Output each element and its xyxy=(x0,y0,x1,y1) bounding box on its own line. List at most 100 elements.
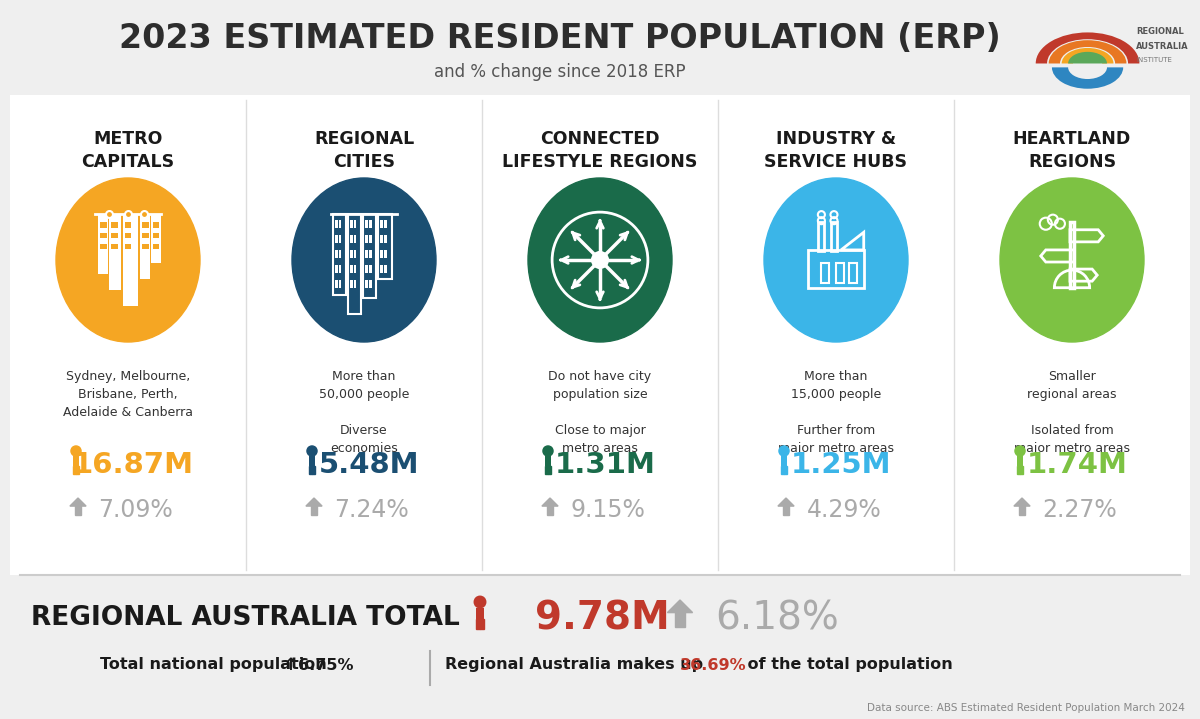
Text: 16.87M: 16.87M xyxy=(72,451,193,479)
Bar xyxy=(384,219,386,228)
Ellipse shape xyxy=(528,178,672,342)
Text: 1.31M: 1.31M xyxy=(554,451,655,479)
Text: AUSTRALIA: AUSTRALIA xyxy=(1136,42,1189,50)
Bar xyxy=(156,244,160,249)
Bar xyxy=(308,466,312,475)
Bar xyxy=(547,505,553,515)
Bar xyxy=(836,262,844,283)
Bar xyxy=(348,214,361,314)
Bar xyxy=(384,249,386,258)
Bar xyxy=(821,262,829,283)
Bar xyxy=(103,222,107,228)
Bar xyxy=(338,249,341,258)
Text: ↑: ↑ xyxy=(284,656,298,674)
Text: 1.25M: 1.25M xyxy=(791,451,892,479)
Bar xyxy=(354,219,356,228)
Bar xyxy=(380,265,383,273)
Circle shape xyxy=(474,596,486,608)
Bar xyxy=(114,233,118,239)
Bar xyxy=(350,265,353,273)
Bar xyxy=(368,219,372,228)
Bar xyxy=(98,214,108,273)
Bar xyxy=(365,265,367,273)
Bar xyxy=(112,244,114,249)
Polygon shape xyxy=(667,600,692,613)
Ellipse shape xyxy=(1000,178,1144,342)
Text: 9.15%: 9.15% xyxy=(570,498,646,522)
Bar xyxy=(384,265,386,273)
Bar xyxy=(128,233,131,239)
Bar xyxy=(332,214,346,295)
FancyBboxPatch shape xyxy=(308,456,316,466)
Bar xyxy=(548,466,551,475)
Text: More than
50,000 people

Diverse
economies: More than 50,000 people Diverse economie… xyxy=(319,370,409,455)
Text: 36.69%: 36.69% xyxy=(680,657,746,672)
Text: 6.18%: 6.18% xyxy=(715,599,839,637)
Bar xyxy=(335,249,337,258)
Text: More than
15,000 people

Further from
major metro areas: More than 15,000 people Further from maj… xyxy=(778,370,894,455)
Bar xyxy=(785,466,787,475)
Polygon shape xyxy=(70,498,86,506)
Bar xyxy=(362,214,377,298)
Bar xyxy=(378,214,391,279)
Text: and % change since 2018 ERP: and % change since 2018 ERP xyxy=(434,63,686,81)
Wedge shape xyxy=(1036,32,1140,63)
FancyBboxPatch shape xyxy=(781,456,787,466)
Text: INSTITUTE: INSTITUTE xyxy=(1136,57,1172,63)
Text: Total national population: Total national population xyxy=(100,657,332,672)
Bar xyxy=(335,219,337,228)
Text: HEARTLAND
REGIONS: HEARTLAND REGIONS xyxy=(1013,130,1132,171)
Bar xyxy=(1016,466,1020,475)
Polygon shape xyxy=(1014,498,1030,506)
Text: 6.75%: 6.75% xyxy=(298,657,354,672)
Bar xyxy=(311,505,317,515)
Bar xyxy=(152,222,156,228)
Wedge shape xyxy=(1068,52,1108,63)
Bar xyxy=(480,619,484,628)
Bar xyxy=(151,214,162,262)
Bar xyxy=(338,219,341,228)
Circle shape xyxy=(590,251,610,269)
Bar xyxy=(354,234,356,243)
Bar xyxy=(152,244,156,249)
Bar xyxy=(350,234,353,243)
Bar xyxy=(73,466,76,475)
Bar xyxy=(74,505,82,515)
Bar xyxy=(365,219,367,228)
Bar xyxy=(368,265,372,273)
Bar xyxy=(365,249,367,258)
Circle shape xyxy=(542,446,553,456)
Bar xyxy=(848,262,857,283)
Bar xyxy=(101,244,103,249)
Bar xyxy=(674,611,685,626)
Bar xyxy=(103,244,107,249)
FancyBboxPatch shape xyxy=(545,456,551,466)
Bar xyxy=(338,234,341,243)
Bar xyxy=(312,466,316,475)
Bar xyxy=(125,244,128,249)
Text: 1.74M: 1.74M xyxy=(1026,451,1128,479)
Bar xyxy=(830,222,838,252)
Polygon shape xyxy=(542,498,558,506)
Text: INDUSTRY &
SERVICE HUBS: INDUSTRY & SERVICE HUBS xyxy=(764,130,907,171)
Wedge shape xyxy=(1052,68,1123,88)
Bar xyxy=(101,222,103,228)
Bar xyxy=(156,233,160,239)
Bar xyxy=(354,249,356,258)
Bar xyxy=(335,265,337,273)
Text: Sydney, Melbourne,
Brisbane, Perth,
Adelaide & Canberra: Sydney, Melbourne, Brisbane, Perth, Adel… xyxy=(64,370,193,419)
FancyBboxPatch shape xyxy=(10,575,1190,675)
Text: 5.48M: 5.48M xyxy=(319,451,419,479)
Wedge shape xyxy=(1049,40,1127,63)
Bar xyxy=(112,233,114,239)
FancyBboxPatch shape xyxy=(10,575,1190,680)
Bar xyxy=(125,233,128,239)
Bar xyxy=(114,244,118,249)
Text: METRO
CAPITALS: METRO CAPITALS xyxy=(82,130,174,171)
Bar xyxy=(354,280,356,288)
Bar xyxy=(114,222,118,228)
Bar xyxy=(384,234,386,243)
Bar xyxy=(128,222,131,228)
Ellipse shape xyxy=(292,178,436,342)
Circle shape xyxy=(307,446,317,456)
